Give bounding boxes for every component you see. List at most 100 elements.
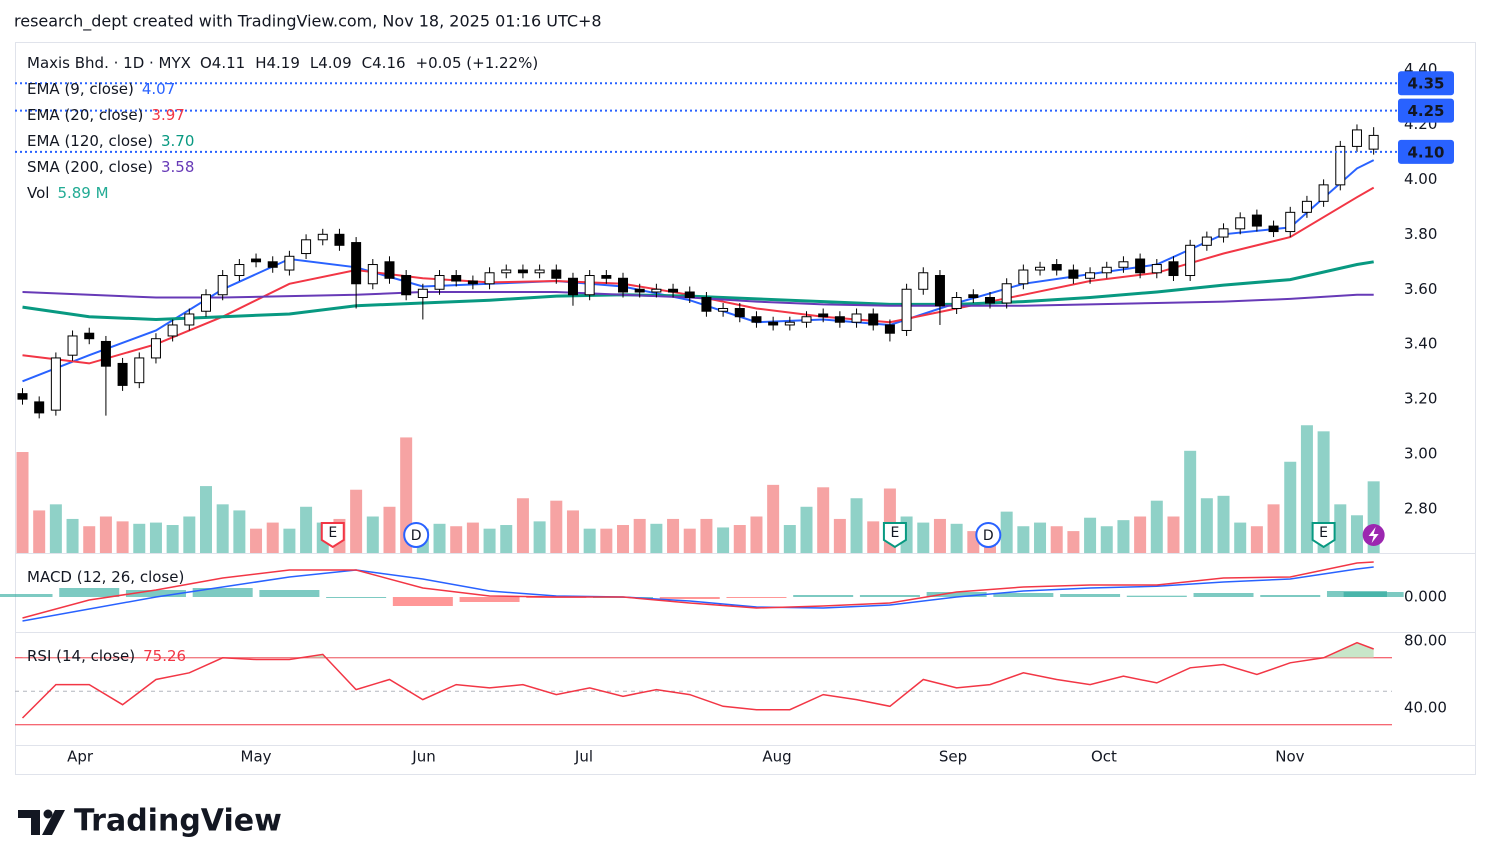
candle-body	[584, 275, 595, 296]
event-label: E	[328, 525, 337, 541]
volume-bar	[1000, 511, 1013, 553]
candle-body	[1268, 225, 1279, 233]
volume-bar	[1100, 526, 1113, 553]
candle-body	[834, 316, 845, 323]
macd-histogram-bar	[793, 595, 854, 597]
candle-body	[451, 275, 462, 282]
candle-body	[517, 269, 528, 274]
candle-body	[1101, 266, 1112, 274]
macd-histogram-bar	[859, 595, 920, 597]
macd-histogram-bar	[1260, 595, 1321, 597]
volume-bar	[633, 518, 646, 553]
volume-bar	[483, 528, 496, 553]
chart-frame	[15, 42, 1476, 775]
volume-bar	[1017, 526, 1030, 553]
x-tick-label: May	[241, 748, 272, 766]
macd-histogram-bar	[459, 597, 520, 602]
volume-bar	[66, 518, 79, 553]
ohlc-value: 4.11	[212, 54, 245, 72]
macd-histogram-bar	[125, 590, 186, 597]
candle-body	[701, 297, 712, 312]
candle-body	[50, 357, 61, 411]
indicator-value: 3.58	[161, 158, 194, 176]
y-tick-label: 80.00	[1404, 632, 1447, 650]
event-label: E	[1319, 525, 1328, 541]
candle-body	[167, 324, 178, 337]
signal-line	[22, 566, 1374, 622]
x-tick-label: Oct	[1091, 748, 1117, 766]
y-tick-label: 0.000	[1404, 588, 1447, 606]
candle-body	[84, 332, 95, 340]
event-marker: D	[975, 522, 1002, 548]
macd-histogram-bar	[726, 597, 787, 598]
volume-bar	[500, 525, 513, 553]
candle-body	[334, 233, 345, 246]
macd-histogram-bar	[1343, 592, 1404, 597]
candle-body	[951, 297, 962, 309]
volume-bar	[350, 489, 363, 553]
volume-bar	[566, 510, 579, 553]
price-label: 4.35	[1407, 75, 1444, 93]
volume-bar	[1234, 522, 1247, 553]
volume-bar	[1084, 517, 1097, 553]
volume-bar	[783, 525, 796, 553]
candle-body	[1301, 200, 1312, 213]
volume-bar	[1067, 531, 1080, 553]
volume-bar	[266, 522, 279, 553]
volume-bar	[1134, 516, 1147, 553]
moving-average-line	[22, 291, 1374, 307]
volume-bar	[950, 523, 963, 553]
volume-bar	[717, 527, 730, 553]
volume-bar	[216, 504, 229, 553]
volume-bar	[750, 516, 763, 553]
rsi-line	[21, 641, 1374, 719]
ohlc-label: H	[255, 54, 266, 72]
y-tick-label: 3.80	[1404, 225, 1437, 243]
volume-value: 5.89 M	[57, 184, 108, 202]
macd-histogram-bar	[259, 590, 320, 597]
volume-bar	[550, 500, 563, 553]
candle-body	[217, 275, 228, 296]
candle-body	[1368, 134, 1379, 150]
candle-body	[34, 401, 45, 414]
candle-body	[484, 272, 495, 285]
candle-body	[734, 307, 745, 318]
macd-histogram-bar	[0, 594, 53, 597]
candle-body	[301, 239, 312, 255]
volume-bar	[650, 523, 663, 553]
volume-bar	[1184, 450, 1197, 553]
macd-histogram-bar	[192, 588, 253, 597]
volume-bar	[833, 518, 846, 553]
macd-histogram-bar	[326, 597, 387, 598]
y-tick-label: 3.00	[1404, 445, 1437, 463]
legend-row: Maxis Bhd. · 1D · MYX O4.11 H4.19 L4.09 C4.1…	[27, 54, 538, 72]
price-label-box	[1398, 71, 1454, 96]
candle-body	[134, 357, 145, 384]
macd-histogram-bar	[926, 592, 987, 597]
volume-bar	[583, 528, 596, 553]
volume-bar	[917, 522, 930, 553]
candle-body	[884, 324, 895, 334]
candle-body	[984, 297, 995, 304]
candle-body	[534, 269, 545, 274]
volume-bar	[383, 506, 396, 553]
indicator-value: 75.26	[143, 647, 186, 665]
macd-line	[22, 561, 1374, 619]
macd-histogram-bar	[993, 593, 1054, 597]
indicator-value: 3.97	[151, 106, 184, 124]
candle-body	[551, 269, 562, 279]
volume-bar	[49, 504, 62, 553]
volume-bar	[366, 516, 379, 553]
candle-body	[67, 335, 78, 356]
volume-bar	[617, 525, 630, 553]
macd-histogram-bar	[1193, 593, 1254, 597]
volume-bar	[933, 518, 946, 553]
candle-body	[100, 340, 111, 367]
candle-body	[384, 261, 395, 279]
candle-body	[934, 275, 945, 307]
volume-bar	[1350, 515, 1363, 553]
volume-bar	[283, 528, 296, 553]
volume-name: Vol	[27, 184, 49, 202]
candle-body	[718, 307, 729, 312]
ohlc-value: 4.19	[266, 54, 299, 72]
